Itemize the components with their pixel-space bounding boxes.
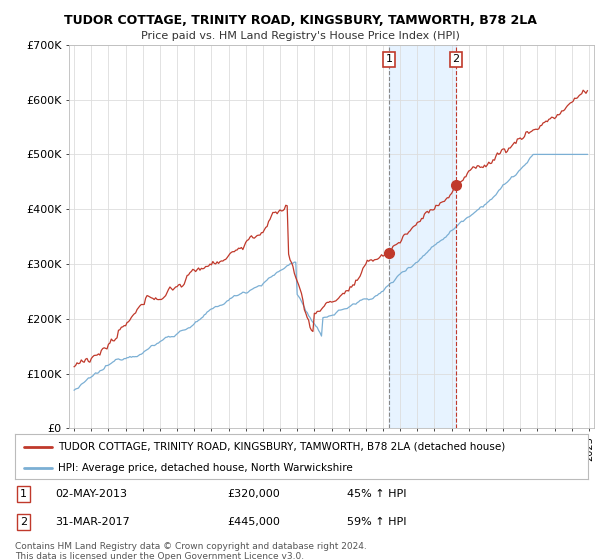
Text: £445,000: £445,000: [227, 517, 280, 527]
Text: 1: 1: [20, 489, 27, 499]
Text: 2: 2: [20, 517, 27, 527]
Text: HPI: Average price, detached house, North Warwickshire: HPI: Average price, detached house, Nort…: [58, 463, 353, 473]
Text: TUDOR COTTAGE, TRINITY ROAD, KINGSBURY, TAMWORTH, B78 2LA (detached house): TUDOR COTTAGE, TRINITY ROAD, KINGSBURY, …: [58, 441, 505, 451]
Text: 1: 1: [385, 54, 392, 64]
Text: 31-MAR-2017: 31-MAR-2017: [55, 517, 130, 527]
Text: 2: 2: [452, 54, 460, 64]
Text: 59% ↑ HPI: 59% ↑ HPI: [347, 517, 407, 527]
Bar: [389, 45, 456, 428]
Text: Price paid vs. HM Land Registry's House Price Index (HPI): Price paid vs. HM Land Registry's House …: [140, 31, 460, 41]
Text: 02-MAY-2013: 02-MAY-2013: [55, 489, 127, 499]
Text: TUDOR COTTAGE, TRINITY ROAD, KINGSBURY, TAMWORTH, B78 2LA: TUDOR COTTAGE, TRINITY ROAD, KINGSBURY, …: [64, 14, 536, 27]
Text: £320,000: £320,000: [227, 489, 280, 499]
Text: Contains HM Land Registry data © Crown copyright and database right 2024.
This d: Contains HM Land Registry data © Crown c…: [15, 542, 367, 560]
Text: 45% ↑ HPI: 45% ↑ HPI: [347, 489, 407, 499]
